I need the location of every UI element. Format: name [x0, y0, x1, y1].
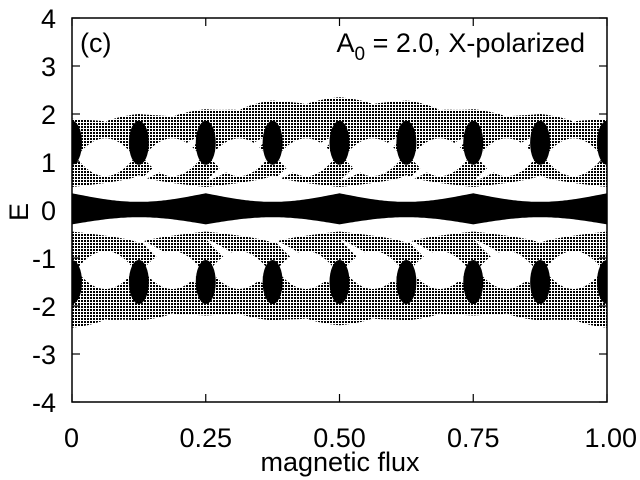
band-node: [329, 260, 350, 304]
x-tick-label: 0.50: [313, 423, 366, 453]
y-tick-label: 1: [41, 148, 56, 178]
spectral-gap-diagonal: [272, 238, 340, 287]
x-tick-label: 1.00: [584, 423, 637, 453]
spectral-gap-diagonal: [406, 133, 474, 182]
band-node: [262, 120, 283, 165]
band-node: [195, 260, 216, 304]
band-node: [329, 120, 350, 165]
spectral-gap: [276, 251, 336, 289]
spectral-gap-diagonal: [473, 133, 541, 182]
spectral-gap-diagonal: [406, 238, 474, 287]
y-tick-label: -3: [32, 340, 56, 370]
band-node: [530, 260, 551, 304]
y-tick-label: 2: [41, 100, 56, 130]
spectral-gap: [142, 251, 202, 289]
y-tick-label: -2: [32, 292, 56, 322]
spectral-gap: [76, 251, 135, 289]
energy-spectrum: [72, 97, 607, 328]
central-energy-band: [72, 193, 607, 225]
band-node: [463, 260, 484, 304]
band-node: [195, 120, 216, 165]
plot-area: [72, 97, 607, 328]
spectral-gap: [477, 251, 537, 289]
band-node: [463, 120, 484, 165]
panel-label: (c): [80, 28, 111, 58]
y-tick-label: -1: [32, 244, 56, 274]
band-node: [530, 120, 551, 165]
band-node: [396, 120, 417, 165]
spectral-gap-diagonal: [205, 133, 273, 182]
spectral-gap: [410, 251, 470, 289]
axis-ticks: [71, 17, 608, 403]
y-tick-label: -4: [32, 388, 56, 418]
y-tick-label: 0: [41, 196, 56, 226]
spectral-gap-diagonal: [138, 238, 206, 287]
y-tick-labels: 4 3 2 1 0 -1 -2 -3 -4: [32, 4, 56, 418]
spectral-gap: [343, 251, 403, 289]
spectral-gap: [544, 251, 603, 289]
x-tick-labels: 0 0.25 0.50 0.75 1.00: [64, 423, 637, 453]
band-node: [597, 120, 607, 165]
band-node: [396, 260, 417, 304]
annotation-rest: = 2.0, X-polarized: [365, 28, 585, 58]
spectral-gap-diagonal: [272, 133, 340, 182]
spectral-gap-diagonal: [138, 133, 206, 182]
spectral-gap: [76, 138, 135, 177]
x-tick-label: 0: [64, 423, 79, 453]
spectral-gap-diagonal: [205, 238, 273, 287]
y-axis-label: E: [4, 203, 34, 221]
annotation-symbol: A: [337, 28, 355, 58]
spectral-gap: [209, 251, 269, 289]
spectral-gap-diagonal: [473, 238, 541, 287]
band-node: [128, 120, 149, 165]
x-axis-label: magnetic flux: [260, 447, 420, 477]
y-tick-label: 4: [41, 4, 56, 34]
y-tick-label: 3: [41, 52, 56, 82]
band-node: [72, 120, 82, 165]
x-tick-label: 0.25: [179, 423, 232, 453]
parameter-annotation: A0 = 2.0, X-polarized: [337, 28, 585, 65]
x-tick-label: 0.75: [447, 423, 500, 453]
spectral-gap: [544, 138, 603, 177]
spectral-gap-diagonal: [339, 133, 407, 182]
band-node: [597, 260, 607, 304]
band-node: [262, 260, 283, 304]
spectral-gap-diagonal: [339, 238, 407, 287]
band-node: [72, 260, 82, 304]
annotation-subscript: 0: [355, 44, 366, 65]
band-node: [128, 260, 149, 304]
